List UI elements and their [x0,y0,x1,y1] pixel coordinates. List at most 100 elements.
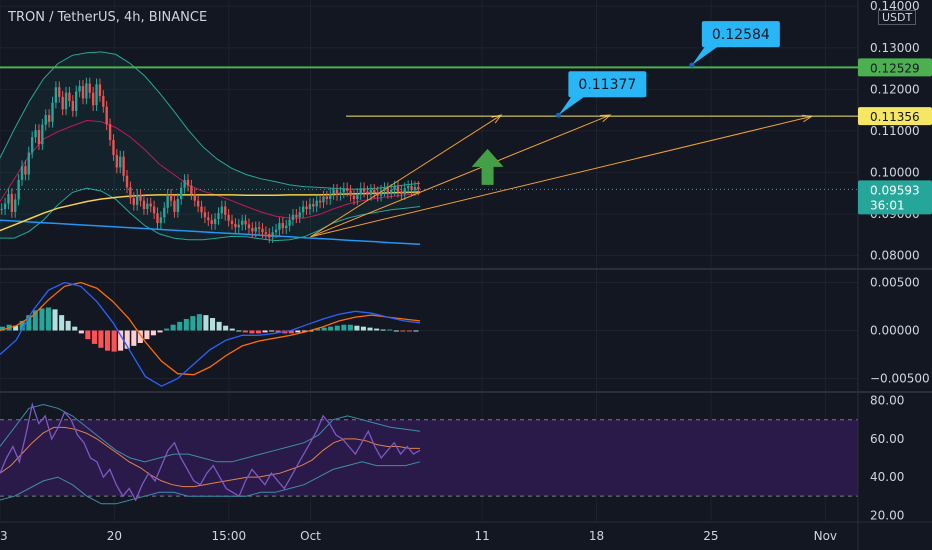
time-tick-label: Oct [300,529,321,543]
candle-body [85,83,88,99]
candle-body [217,213,220,219]
candle-body [169,194,173,201]
candle-body [108,124,112,141]
candle-body [163,207,166,218]
macd-histogram-bar [170,324,176,331]
time-tick-label: 13 [0,529,8,543]
candle-body [0,208,3,210]
macd-tick-label: −0.00500 [870,372,930,386]
candle-body [105,106,108,125]
macd-tick-label: 0.00500 [870,275,920,289]
macd-histogram-bar [288,330,294,334]
macd-histogram-bar [105,330,111,351]
bullish-up-arrow [471,148,504,185]
candle-body [34,130,37,138]
candle-body [403,188,406,195]
macd-histogram-bar [413,330,419,332]
candle-body [308,204,312,209]
macd-histogram-bar [183,318,189,331]
candle-body [417,186,420,190]
macd-histogram-bar [406,330,412,332]
rsi-bb-upper-line [0,403,421,463]
candle-body [318,200,322,203]
candle-body [51,102,54,122]
bollinger-lower-band [0,187,421,242]
rsi-band-fill [0,419,858,497]
rsi-pane[interactable] [0,402,858,505]
callout-anchor-point [555,112,561,118]
candle-body [156,213,159,224]
candle-body [125,175,129,188]
rsi-tick-label: 60.00 [870,432,904,446]
candle-body [288,219,291,226]
macd-histogram-bar [164,328,170,331]
macd-histogram-bar [196,314,202,331]
candle-body [146,203,149,209]
candle-body [400,191,403,195]
macd-histogram-bar [295,330,301,333]
candle-body [413,186,417,190]
price-tick-label: 0.11000 [870,124,920,138]
macd-histogram-bar [65,320,71,331]
time-tick-label: 15:00 [212,529,247,543]
macd-histogram-bar [262,330,268,333]
price-callout-box [568,71,647,98]
macd-histogram-bar [387,329,393,331]
macd-histogram-bar [32,310,38,331]
candle-body [342,188,345,193]
candle-body [47,115,51,122]
candle-body [254,227,257,232]
candle-body [142,200,146,209]
candle-body [301,206,305,213]
level-price-tag [858,107,932,126]
candle-body [356,194,359,200]
candle-body [244,220,247,225]
candle-body [352,195,356,200]
macd-histogram-bar [72,326,78,331]
currency-unit-label[interactable]: USDT [878,10,917,25]
candle-body [230,220,234,224]
candle-body [240,220,244,225]
macd-histogram-bar [98,330,104,348]
level-price-tag [858,58,932,77]
macd-histogram-bar [0,326,6,331]
candle-body [75,91,78,111]
candle-body [329,194,332,200]
macd-histogram-bar [360,326,366,331]
bollinger-fill [0,51,420,241]
macd-histogram-bar [157,330,163,333]
candle-body [213,218,217,224]
grid [0,0,858,521]
candle-body [366,191,369,195]
macd-histogram-bar [45,307,51,331]
symbol-title: TRON / TetherUS, 4h, BINANCE [8,10,208,25]
rsi-ma-line [0,426,420,488]
macd-pane[interactable] [0,281,421,387]
candle-body [274,229,278,233]
candle-body [10,194,14,212]
candle-body [190,185,193,195]
macd-histogram-bar [334,325,340,331]
price-callout-box [701,21,780,48]
candle-body [37,130,41,145]
candle-body [95,84,98,106]
candle-body [325,196,329,200]
candle-body [44,115,47,125]
price-tick-label: 0.10000 [870,165,920,179]
candle-body [281,223,285,229]
candle-body [315,200,318,207]
candle-body [369,189,373,195]
candle-body [322,196,325,203]
rsi-bb-lower-line [0,461,421,505]
macd-histogram-bar [124,330,130,349]
candle-body [349,190,352,196]
bollinger-basis [0,119,421,219]
price-pane[interactable] [0,51,421,246]
macd-histogram-bar [216,321,222,331]
candle-body [180,187,183,200]
macd-histogram-bar [52,309,58,331]
macd-histogram-bar [269,330,275,332]
macd-histogram-bar [400,330,406,332]
